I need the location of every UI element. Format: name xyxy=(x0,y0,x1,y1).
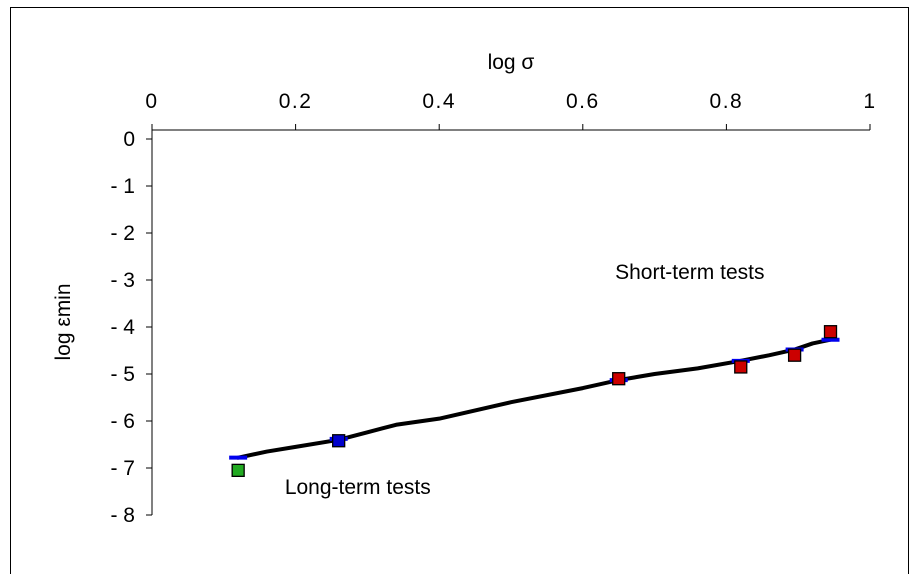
data-point-marker xyxy=(332,434,346,448)
data-point-marker xyxy=(612,372,626,386)
annotation-label: Long-term tests xyxy=(285,476,431,499)
curves xyxy=(236,337,833,460)
y-tick-label: - 7 xyxy=(110,457,135,480)
y-tick-label: - 2 xyxy=(110,222,135,245)
x-tick-label: 0.6 xyxy=(566,90,600,113)
x-tick-label: 0.8 xyxy=(710,90,744,113)
y-ticks: 0 - 1 - 2 - 3 - 4 - 5 - 6 - 7 - 8 xyxy=(110,128,152,527)
y-tick-label: - 3 xyxy=(110,269,135,292)
y-tick-label: 0 xyxy=(123,128,135,151)
data-point-marker xyxy=(787,348,802,362)
x-axis-label: log σ xyxy=(488,51,535,74)
data-point-marker xyxy=(734,360,748,374)
chart-frame xyxy=(10,7,909,574)
y-axis-label: log εmin xyxy=(52,283,75,360)
y-tick-label: - 6 xyxy=(110,410,135,433)
x-ticks: 0 0.2 0.4 0.6 0.8 1 xyxy=(145,90,876,130)
fit-curve xyxy=(236,337,833,460)
x-tick-label: 0 xyxy=(145,90,158,113)
x-tick-label: 1 xyxy=(863,90,876,113)
y-tick-label: - 5 xyxy=(110,363,135,386)
y-tick-label: - 1 xyxy=(110,175,135,198)
x-tick-label: 0.2 xyxy=(279,90,313,113)
markers xyxy=(231,325,838,478)
y-tick-label: - 4 xyxy=(110,316,135,339)
annotations: Short-term tests Long-term tests xyxy=(285,261,765,499)
x-tick-label: 0.4 xyxy=(422,90,456,113)
data-point-marker xyxy=(823,325,838,339)
annotation-label: Short-term tests xyxy=(615,261,764,284)
data-point-marker xyxy=(231,463,245,478)
y-tick-label: - 8 xyxy=(110,504,135,527)
